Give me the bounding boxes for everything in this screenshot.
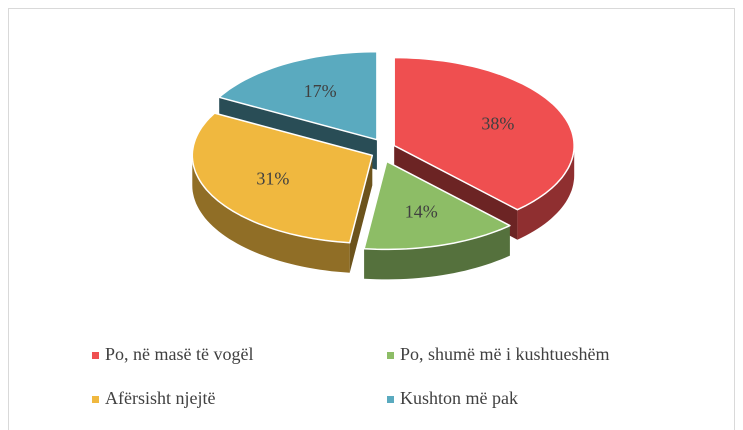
legend-swatch	[387, 396, 394, 403]
data-label: 14%	[405, 201, 438, 221]
slice-top	[218, 50, 378, 141]
data-label: 17%	[304, 81, 337, 101]
legend-label: Po, shumë më i kushtueshëm	[400, 344, 610, 364]
legend-swatch	[92, 396, 99, 403]
legend-label: Afërsisht njejtë	[105, 388, 215, 408]
data-label: 38%	[481, 114, 514, 134]
slice-rim	[192, 155, 350, 273]
slice-top	[393, 56, 575, 211]
legend-swatch	[92, 352, 99, 359]
pie-slice	[363, 160, 511, 280]
legend-swatch	[387, 352, 394, 359]
pie-slice	[191, 112, 374, 273]
legend-label: Kushton më pak	[400, 388, 518, 408]
legend-label: Po, në masë të vogël	[105, 344, 253, 364]
slice-rim	[517, 145, 575, 240]
slice-side	[349, 155, 373, 273]
slice-top	[363, 160, 511, 251]
slice-top	[191, 112, 374, 244]
data-label: 31%	[256, 168, 289, 188]
